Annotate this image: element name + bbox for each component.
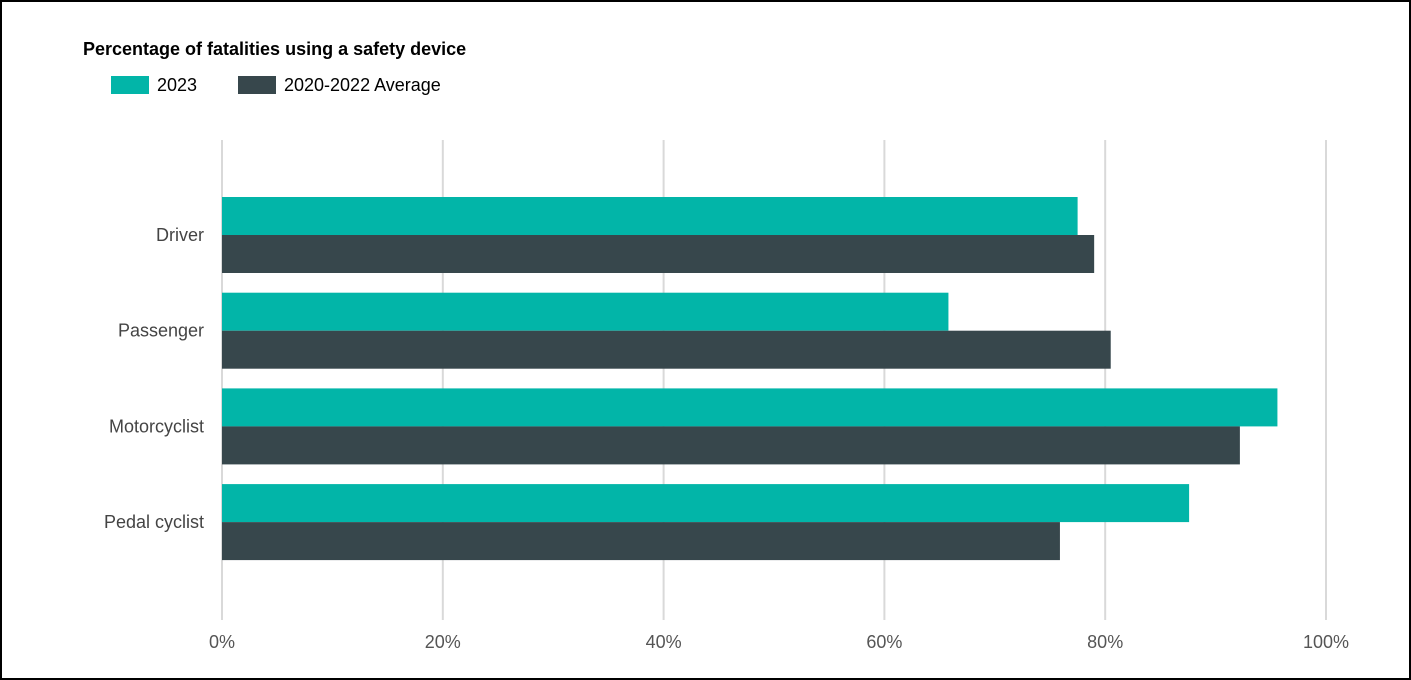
x-tick-label: 0% — [209, 632, 235, 652]
bar — [222, 426, 1240, 465]
chart-title: Percentage of fatalities using a safety … — [83, 39, 467, 59]
category-label: Motorcyclist — [109, 416, 204, 436]
bar — [222, 388, 1278, 427]
bar — [222, 235, 1095, 273]
bar — [222, 484, 1190, 523]
category-label: Passenger — [118, 321, 204, 341]
legend-item-2023: 2023 — [111, 74, 197, 96]
x-tick-label: 20% — [425, 632, 461, 652]
x-tick-label: 40% — [646, 632, 682, 652]
legend-label-2023: 2023 — [157, 74, 198, 95]
category-label: Driver — [156, 225, 204, 245]
legend-label-average: 2020-2022 Average — [284, 74, 441, 95]
x-tick-label: 60% — [866, 632, 902, 652]
legend-item-average: 2020-2022 Average — [238, 74, 441, 96]
bar — [222, 330, 1111, 369]
bar — [222, 522, 1060, 561]
category-label: Pedal cyclist — [104, 512, 204, 532]
x-tick-label: 80% — [1087, 632, 1123, 652]
bar — [222, 292, 949, 331]
legend-swatch-average — [238, 76, 276, 94]
x-tick-label: 100% — [1303, 632, 1349, 652]
bar — [222, 197, 1078, 235]
legend-swatch-2023 — [111, 76, 149, 94]
